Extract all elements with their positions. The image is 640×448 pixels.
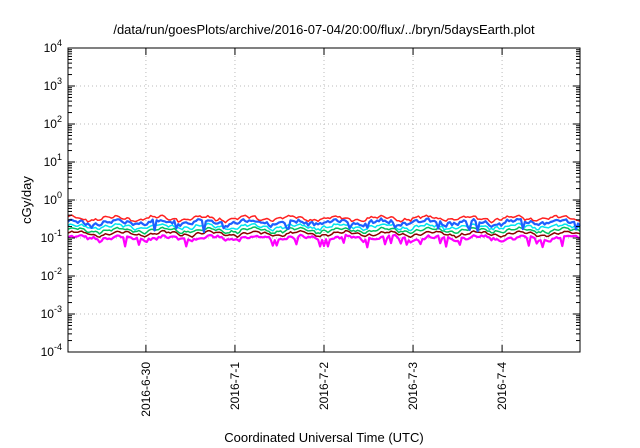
y-tick-label: 100 — [44, 190, 62, 207]
series-line-3 — [67, 226, 581, 235]
grid — [68, 48, 580, 352]
chart-title: /data/run/goesPlots/archive/2016-07-04/2… — [113, 22, 535, 37]
y-tick-label: 104 — [44, 38, 62, 55]
y-tick-label: 10-3 — [41, 304, 62, 321]
y-tick-label: 103 — [44, 76, 62, 93]
x-tick-label: 2016-7-1 — [228, 362, 242, 410]
y-axis: 10-4 10-3 10-2 10-1 100 101 102 103 104 — [41, 38, 580, 359]
series-group — [67, 214, 581, 249]
x-axis-label: Coordinated Universal Time (UTC) — [224, 430, 423, 445]
series-line-2 — [67, 229, 581, 239]
y-axis-label: cGy/day — [19, 176, 34, 224]
x-tick-label: 2016-7-4 — [495, 362, 509, 410]
x-tick-label: 2016-6-30 — [139, 362, 153, 417]
y-tick-label: 10-4 — [41, 342, 62, 359]
x-tick-label: 2016-7-3 — [406, 362, 420, 410]
y-tick-label: 10-2 — [41, 266, 62, 283]
y-tick-label: 101 — [44, 152, 62, 169]
series-line-6 — [67, 214, 581, 224]
series-line-5 — [67, 217, 581, 234]
y-tick-label: 102 — [44, 114, 62, 131]
series-line-1 — [67, 233, 581, 249]
y-tick-label: 10-1 — [41, 228, 62, 245]
x-tick-label: 2016-7-2 — [317, 362, 331, 410]
x-axis: 2016-6-30 2016-7-1 2016-7-2 2016-7-3 2016-7-… — [139, 48, 509, 417]
